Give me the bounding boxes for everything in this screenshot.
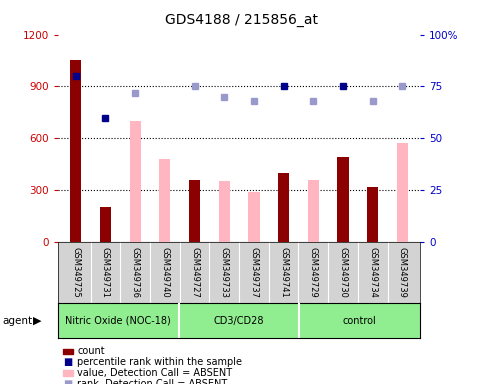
Bar — [129, 121, 141, 242]
Bar — [189, 180, 200, 242]
Text: GSM349727: GSM349727 — [190, 247, 199, 298]
Text: GDS4188 / 215856_at: GDS4188 / 215856_at — [165, 13, 318, 27]
Bar — [248, 192, 259, 242]
Text: GSM349736: GSM349736 — [131, 247, 140, 298]
Bar — [367, 187, 378, 242]
Text: GSM349733: GSM349733 — [220, 247, 229, 298]
Text: ▶: ▶ — [33, 316, 42, 326]
Text: GSM349734: GSM349734 — [368, 247, 377, 298]
Bar — [337, 157, 349, 242]
Text: percentile rank within the sample: percentile rank within the sample — [77, 357, 242, 367]
Bar — [219, 182, 230, 242]
Text: GSM349737: GSM349737 — [249, 247, 258, 298]
Text: Nitric Oxide (NOC-18): Nitric Oxide (NOC-18) — [66, 316, 171, 326]
Text: ■: ■ — [63, 379, 73, 384]
Text: CD3/CD28: CD3/CD28 — [214, 316, 264, 326]
Bar — [100, 207, 111, 242]
Text: GSM349725: GSM349725 — [71, 247, 80, 298]
Text: agent: agent — [2, 316, 32, 326]
Bar — [70, 61, 82, 242]
Text: count: count — [77, 346, 105, 356]
Bar — [397, 144, 408, 242]
Text: GSM349729: GSM349729 — [309, 247, 318, 298]
Text: GSM349731: GSM349731 — [101, 247, 110, 298]
Bar — [159, 159, 170, 242]
Text: ■: ■ — [63, 357, 73, 367]
Bar — [278, 173, 289, 242]
Text: GSM349739: GSM349739 — [398, 247, 407, 298]
Text: value, Detection Call = ABSENT: value, Detection Call = ABSENT — [77, 368, 232, 378]
Text: GSM349741: GSM349741 — [279, 247, 288, 298]
Text: GSM349740: GSM349740 — [160, 247, 170, 298]
Text: control: control — [343, 316, 377, 326]
Text: GSM349730: GSM349730 — [339, 247, 347, 298]
Text: rank, Detection Call = ABSENT: rank, Detection Call = ABSENT — [77, 379, 227, 384]
Bar — [308, 180, 319, 242]
